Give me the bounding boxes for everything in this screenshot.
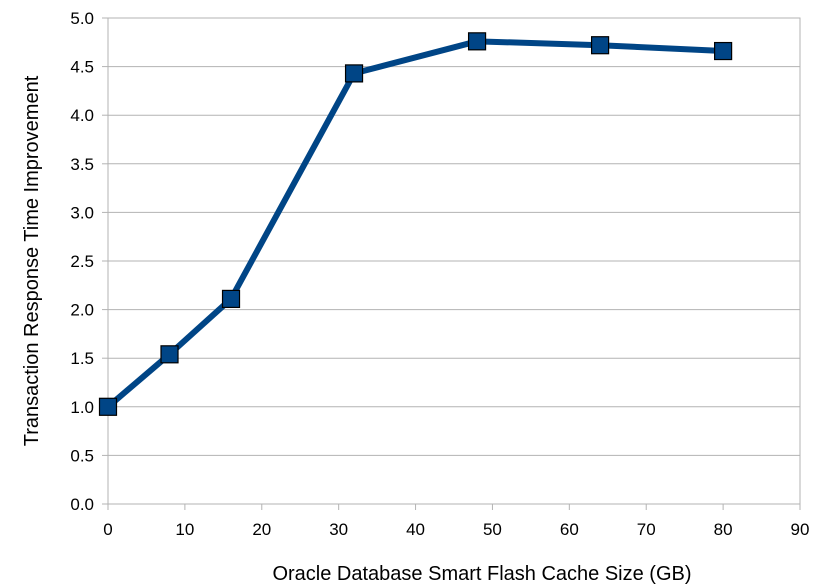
data-series [98,32,733,416]
y-tick-label: 4.0 [70,106,94,125]
x-tick-label: 20 [252,520,271,539]
y-tick-label: 3.5 [70,155,94,174]
data-point-marker [221,289,241,309]
axes [102,17,801,510]
y-tick-label: 4.5 [70,58,94,77]
y-axis-title: Transaction Response Time Improvement [21,75,43,446]
grid-lines [108,17,800,505]
data-point-marker [590,36,610,55]
data-point-marker [344,64,364,83]
x-tick-label: 90 [791,520,810,539]
y-tick-label: 3.0 [70,203,94,222]
y-tick-label: 1.5 [70,349,94,368]
y-tick-label: 2.0 [70,301,94,320]
x-tick-label: 70 [637,520,656,539]
y-tick-label: 0.0 [70,495,94,514]
series-line [105,38,727,410]
y-tick-label: 0.5 [70,446,94,465]
x-tick-label: 40 [406,520,425,539]
x-tick-label: 60 [560,520,579,539]
x-tick-label: 0 [103,520,112,539]
x-tick-label: 50 [483,520,502,539]
plot-border [107,17,801,505]
data-point-marker [160,345,179,364]
x-tick-label: 30 [329,520,348,539]
y-tick-label: 1.0 [70,398,94,417]
x-tick-label: 80 [714,520,733,539]
y-tick-labels: 0.0 0.5 1.0 1.5 2.0 2.5 3.0 3.5 4.0 4.5 5.0 [70,9,94,514]
x-tick-label: 10 [175,520,194,539]
x-axis-title: Oracle Database Smart Flash Cache Size (… [272,563,691,585]
data-point-marker [98,397,118,416]
data-point-marker [467,32,487,51]
x-tick-labels: 0 10 20 30 40 50 60 70 80 90 [103,520,809,539]
data-point-marker [714,41,733,61]
y-tick-label: 2.5 [70,252,94,271]
y-tick-label: 5.0 [70,9,94,28]
